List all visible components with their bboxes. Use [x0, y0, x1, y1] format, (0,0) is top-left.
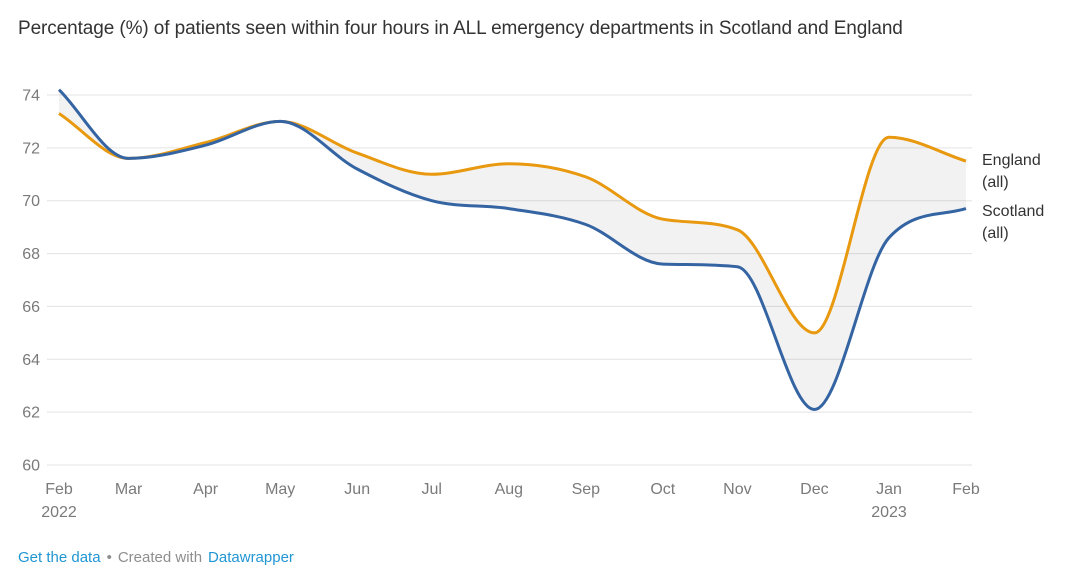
- x-tick-label: Nov: [723, 481, 751, 498]
- x-tick-label: Jan: [876, 481, 902, 498]
- created-with-text: Created with: [117, 549, 203, 566]
- x-tick-label: Jun: [344, 481, 370, 498]
- x-tick-label: Aug: [495, 481, 523, 498]
- y-tick-label: 74: [22, 88, 40, 105]
- y-tick-label: 60: [22, 458, 40, 475]
- scotland-line: [57, 88, 967, 411]
- series-label-scotland-line1: Scotland: [982, 203, 1045, 220]
- y-tick-label: 72: [22, 140, 40, 157]
- x-tick-label: Apr: [193, 481, 219, 498]
- between-series-band: [59, 89, 966, 410]
- y-axis-labels: 60 62 64 66 68 70 72 74: [22, 88, 40, 475]
- x-axis-labels: Feb 2022 Mar Apr May Jun Jul Aug Sep Oct Nov Dec Jan…: [41, 481, 980, 521]
- x-tick-label: Dec: [800, 481, 828, 498]
- datawrapper-link[interactable]: Datawrapper: [208, 549, 294, 566]
- chart-canvas: 60 62 64 66 68 70 72 74 Feb 2022 Mar Apr May Jun Jul Au…: [22, 88, 980, 522]
- x-tick-label: Feb: [45, 481, 73, 498]
- x-tick-label: May: [265, 481, 295, 498]
- gridlines: [47, 94, 972, 466]
- series-label-england-line1: England: [982, 152, 1041, 169]
- x-tick-year-label: 2023: [871, 504, 907, 521]
- chart-footer: Get the data • Created with Datawrapper: [18, 549, 294, 567]
- y-tick-label: 64: [22, 352, 40, 369]
- footer-separator: •: [106, 549, 112, 566]
- y-tick-label: 62: [22, 405, 40, 422]
- chart-area: 60 62 64 66 68 70 72 74 Feb 2022 Mar Apr May Jun Jul Au…: [0, 70, 1066, 530]
- x-tick-year-label: 2022: [41, 504, 77, 521]
- x-tick-label: Sep: [572, 481, 601, 498]
- x-tick-label: Feb: [952, 481, 980, 498]
- series-label-england-line2: (all): [982, 174, 1009, 191]
- get-the-data-link[interactable]: Get the data: [18, 549, 101, 566]
- series-label-scotland: Scotland (all): [982, 201, 1066, 245]
- y-tick-label: 68: [22, 246, 40, 263]
- england-line: [58, 112, 967, 335]
- y-tick-label: 70: [22, 193, 40, 210]
- x-tick-label: Oct: [650, 481, 675, 498]
- page-title: Percentage (%) of patients seen within f…: [18, 18, 903, 39]
- y-tick-label: 66: [22, 299, 40, 316]
- series-label-scotland-line2: (all): [982, 225, 1009, 242]
- series-label-england: England (all): [982, 150, 1066, 194]
- x-tick-label: Mar: [115, 481, 143, 498]
- x-tick-label: Jul: [421, 481, 441, 498]
